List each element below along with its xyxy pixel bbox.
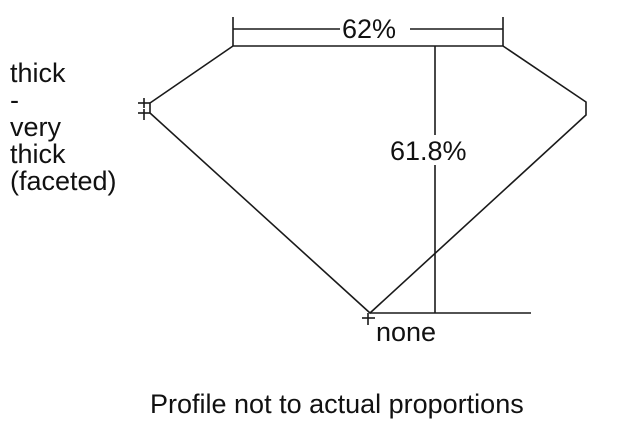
girdle-label-line: thick	[10, 139, 66, 169]
girdle-label-line: thick	[10, 58, 66, 88]
girdle-label-line: (faceted)	[10, 166, 117, 196]
culet-label: none	[376, 317, 437, 347]
caption: Profile not to actual proportions	[150, 389, 524, 419]
gem-outline	[149, 45, 587, 315]
table-percentage-label: 62%	[342, 14, 397, 44]
girdle-label-line: -	[10, 85, 19, 115]
depth-percentage-label: 61.8%	[390, 136, 467, 166]
girdle-label-line: very	[10, 112, 62, 142]
girdle-label: thick - very thick (faceted)	[10, 60, 117, 195]
